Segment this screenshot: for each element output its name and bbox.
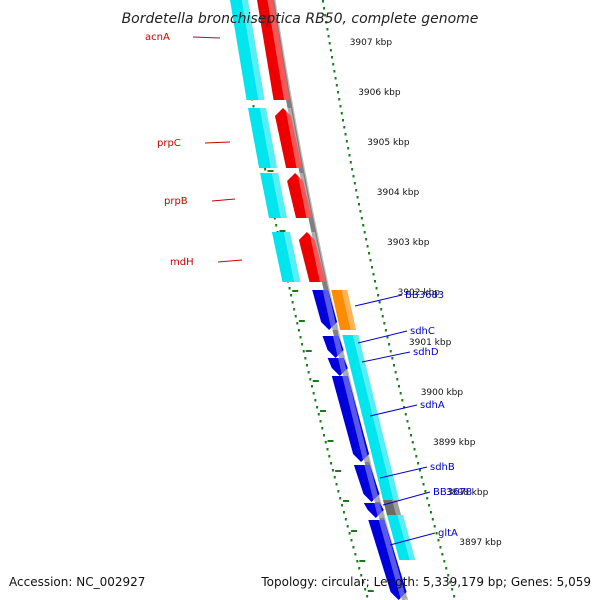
cds-segment-right <box>387 515 416 560</box>
gene-arrow-blue <box>312 290 338 330</box>
gene-arrow-red <box>287 173 312 218</box>
kbp-label: 3905 kbp <box>367 138 410 148</box>
gene-label-BB3683: BB3683 <box>405 290 444 301</box>
gene-orange <box>331 290 357 330</box>
cds-segment-right <box>342 335 399 500</box>
gene-label-prpC: prpC <box>157 138 181 149</box>
gene-labels: acnA prpC prpB mdH BB3683 sdhC sdhD sdhA sdhB BB3… <box>145 32 472 546</box>
gene-arrow-red <box>257 0 290 100</box>
kbp-label: 3900 kbp <box>421 388 464 398</box>
gene-arrow-blue <box>327 358 348 376</box>
kbp-label: 3904 kbp <box>377 188 420 198</box>
map-title: Bordetella bronchiseptica RB50, complete… <box>122 11 479 27</box>
gene-label-gltA: gltA <box>438 528 458 539</box>
accession-text: Accession: NC_002927 <box>9 575 145 589</box>
gene-arrow-blue <box>363 503 384 518</box>
gene-arrow-blue <box>368 520 407 600</box>
gene-arrow-red <box>298 232 326 282</box>
gene-arrow-blue <box>353 465 380 502</box>
cds-segment-left <box>248 108 278 168</box>
cds-segment-left <box>271 232 301 282</box>
gene-label-BB3678: BB3678 <box>433 487 472 498</box>
kbp-label: 3902 kbp <box>398 288 441 298</box>
kbp-label: 3897 kbp <box>459 538 502 548</box>
kbp-label: 3898 kbp <box>446 488 489 498</box>
gene-label-prpB: prpB <box>164 196 188 207</box>
gene-arrow-blue <box>322 336 344 358</box>
gene-label-mdH: mdH <box>170 257 194 268</box>
gene-label-sdhD: sdhD <box>413 347 439 358</box>
kbp-label: 3899 kbp <box>433 438 476 448</box>
kbp-scale-labels: 3907 kbp 3906 kbp 3905 kbp 3904 kbp 3903 kbp… <box>350 38 502 548</box>
kbp-label: 3907 kbp <box>350 38 393 48</box>
gene-label-sdhC: sdhC <box>410 326 435 337</box>
gene-label-sdhB: sdhB <box>430 462 455 473</box>
gene-label-acnA: acnA <box>145 32 170 43</box>
kbp-label: 3901 kbp <box>409 338 452 348</box>
gene-label-sdhA: sdhA <box>420 400 445 411</box>
kbp-label: 3906 kbp <box>358 88 401 98</box>
kbp-label: 3903 kbp <box>387 238 430 248</box>
cds-segment-left <box>260 173 287 218</box>
gene-arrow-red <box>275 108 303 168</box>
gene-arrow-blue <box>331 376 370 462</box>
genome-summary-text: Topology: circular; Length: 5,339,179 bp… <box>260 575 591 589</box>
gene-features <box>230 0 416 600</box>
cds-segment-left <box>230 0 265 100</box>
